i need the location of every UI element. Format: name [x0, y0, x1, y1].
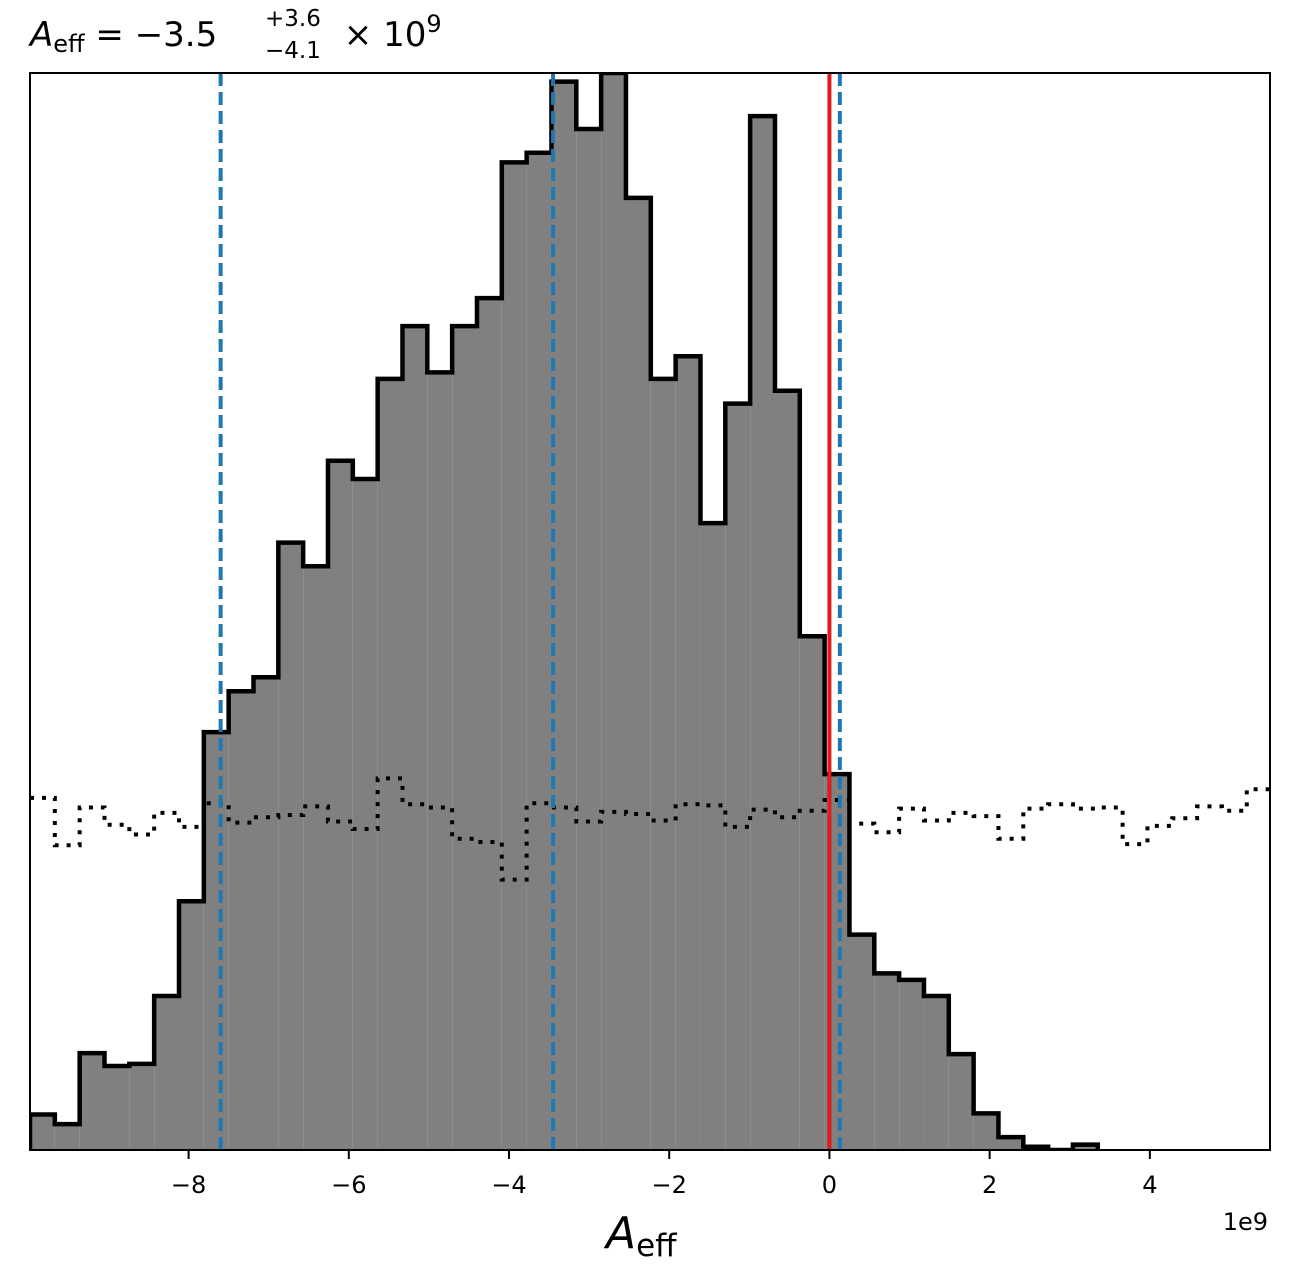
- title-equals: =: [85, 15, 135, 55]
- x-tick-label: −6: [331, 1171, 366, 1199]
- posterior-bar: [452, 326, 477, 1150]
- title-symbol: A: [28, 15, 53, 55]
- posterior-bar: [501, 162, 527, 1150]
- prior-outline: [30, 776, 1270, 882]
- x-tick-label: 2: [982, 1171, 997, 1199]
- x-tick-label: −8: [171, 1171, 206, 1199]
- posterior-bar: [303, 566, 328, 1150]
- plot-area: [30, 73, 1270, 1150]
- posterior-bar: [849, 934, 875, 1150]
- posterior-bar: [476, 298, 502, 1150]
- posterior-bar: [104, 1065, 130, 1150]
- posterior-bar: [774, 390, 800, 1150]
- posterior-bar: [228, 691, 254, 1150]
- title-lower-error: −4.1: [265, 38, 321, 64]
- posterior-bar: [1072, 1144, 1098, 1150]
- posterior-bar: [700, 523, 726, 1150]
- posterior-bar: [625, 197, 651, 1150]
- posterior-bar: [154, 995, 179, 1150]
- posterior-bar: [551, 81, 577, 1150]
- title-median: −3.5: [135, 15, 218, 55]
- posterior-bar: [923, 995, 949, 1150]
- xlabel-subscript: eff: [636, 1228, 677, 1264]
- x-tick-label: −4: [491, 1171, 526, 1199]
- posterior-bar: [799, 636, 825, 1150]
- posterior-bar: [377, 378, 403, 1150]
- x-tick-label: 0: [822, 1171, 837, 1199]
- xlabel-symbol: A: [603, 1208, 636, 1259]
- posterior-bar: [203, 732, 229, 1150]
- posterior-bar: [427, 372, 453, 1150]
- title-subscript: eff: [53, 30, 85, 58]
- offset-text: 1e9: [1223, 1208, 1268, 1236]
- posterior-bar: [601, 73, 626, 1150]
- posterior-bar: [129, 1063, 155, 1150]
- posterior-bar: [54, 1124, 80, 1150]
- posterior-bar: [79, 1053, 105, 1150]
- posterior-bar: [576, 129, 602, 1150]
- title-exponent: 9: [426, 10, 441, 38]
- x-tick-label: −2: [652, 1171, 687, 1199]
- axes-frame: [29, 72, 1271, 1151]
- title-times: × 10: [333, 15, 426, 55]
- posterior-outline: [30, 73, 1101, 1150]
- posterior-bar: [327, 460, 353, 1150]
- posterior-bar: [650, 378, 676, 1150]
- posterior-bar: [874, 973, 900, 1150]
- posterior-bar: [948, 1054, 974, 1150]
- x-axis: −8 −6 −4 −2 0 2 4: [29, 72, 1271, 1199]
- posterior-bar: [352, 479, 378, 1150]
- posterior-bar: [253, 677, 279, 1150]
- title-upper-error: +3.6: [265, 6, 321, 32]
- posterior-bar: [725, 403, 751, 1150]
- x-tick-label: 4: [1142, 1171, 1157, 1199]
- x-axis-label: Aeff: [603, 1208, 677, 1264]
- posterior-bar: [402, 326, 428, 1150]
- posterior-bar: [526, 152, 552, 1150]
- title-multiplier: × 109: [333, 10, 442, 55]
- posterior-bar: [675, 356, 701, 1150]
- posterior-bar: [899, 979, 924, 1150]
- posterior-bar: [998, 1137, 1024, 1150]
- chart-title: Aeff = −3.5: [28, 15, 217, 58]
- posterior-bar: [750, 116, 775, 1150]
- posterior-bar: [973, 1113, 999, 1150]
- posterior-bar: [278, 542, 304, 1150]
- posterior-bar: [178, 901, 204, 1150]
- posterior-bar: [30, 1114, 55, 1150]
